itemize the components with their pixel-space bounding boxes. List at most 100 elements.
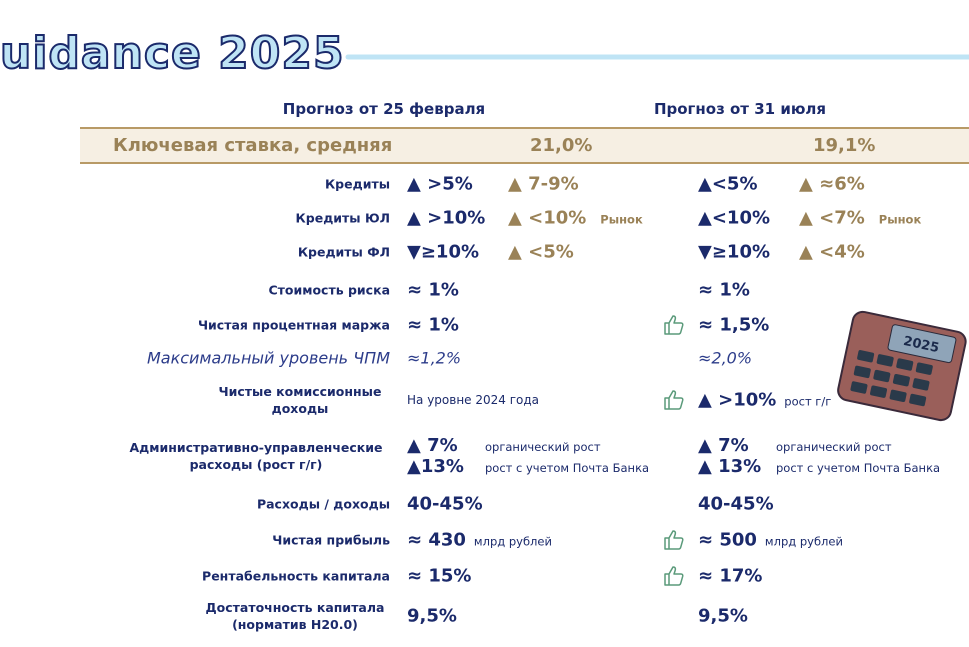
value: ≈1,2% <box>407 348 462 368</box>
value-item: ▲<10% <box>698 208 799 229</box>
value-item: ▼≥10% <box>698 242 799 263</box>
value-item: ≈ 1,5% <box>698 315 769 336</box>
value: ▼≥10% <box>407 241 480 263</box>
value: ▲ <10% <box>508 207 587 229</box>
value: ▲ <5% <box>508 241 574 263</box>
row-label: Кредиты ФЛ <box>297 244 390 260</box>
value-cell: ≈ 500 млрд рублей <box>698 530 843 551</box>
row-label: Кредиты <box>324 176 390 192</box>
value-cell: ≈ 17% <box>698 566 762 587</box>
value-cell: ≈ 430 млрд рублей <box>407 530 552 551</box>
value: ≈2,0% <box>698 348 753 368</box>
value-item: ≈1,2% <box>407 349 461 368</box>
title: uidance 2025 <box>0 27 345 80</box>
value-note: Рынок <box>878 212 922 227</box>
column-header: Прогноз от 31 июля <box>653 100 827 118</box>
value-cell: ▲ >10% рост г/г <box>698 390 831 411</box>
value: ▲13% <box>407 456 464 477</box>
value-cell: ≈ 1% <box>407 315 459 336</box>
value-cell: ≈ 1% <box>698 280 750 301</box>
row-label: Рентабельность капитала <box>202 568 390 584</box>
value-cell: ≈ 1% <box>407 280 459 301</box>
value-item: ▲<5% <box>698 174 799 195</box>
value: ▲ >5% <box>407 173 473 195</box>
value: ▲ 7% <box>698 435 749 456</box>
value-item: ▲ >10% рост г/г <box>698 390 831 411</box>
value: ≈ 1,5% <box>698 314 770 336</box>
value-item: 40-45% <box>698 494 774 515</box>
value-item: ≈ 1% <box>407 280 459 301</box>
value-item: ▲ <5% <box>508 242 609 263</box>
value: ≈ 430 <box>407 529 466 551</box>
value-note: рост с учетом Почта Банка <box>485 461 650 475</box>
thumb-up-icon <box>664 566 684 586</box>
value-cell: ▲ >10% ▲ <10% Рынок <box>407 208 643 229</box>
value-item: ≈ 1% <box>698 280 750 301</box>
row-label: Чистая процентная маржа <box>197 317 390 333</box>
value-cell: ▼≥10% ▲ <4% <box>698 242 900 263</box>
value: ▲<10% <box>698 207 771 229</box>
value: ≈ 1% <box>698 279 750 301</box>
value: ▲<5% <box>698 173 758 195</box>
row-label: Чистые комиссионные доходы <box>218 384 382 416</box>
thumb-up-icon <box>664 390 684 410</box>
value-item: ≈ 17% <box>698 566 762 587</box>
value-note: Рынок <box>600 212 643 227</box>
value-cell: 40-45% <box>407 494 483 515</box>
value-item: 9,5% <box>407 606 457 627</box>
key-rate-label: Ключевая ставка, средняя <box>113 135 393 156</box>
value-item: ≈ 500 млрд рублей <box>698 530 843 551</box>
value-cell: 40-45% <box>698 494 774 515</box>
value-cell: ≈ 15% <box>407 566 471 587</box>
row-label: Стоимость риска <box>268 282 390 298</box>
value-item: 9,5% <box>698 606 748 627</box>
value-item: ▲ >10% <box>407 208 508 229</box>
row-label: Кредиты ЮЛ <box>295 210 390 226</box>
row-label: Максимальный уровень ЧПМ <box>146 348 390 368</box>
value-cell: ≈ 1,5% <box>698 315 769 336</box>
value-cell: ≈1,2% <box>407 349 461 368</box>
value: ▲ <7% <box>799 207 865 229</box>
value: ▼≥10% <box>698 241 771 263</box>
value-note: млрд рублей <box>473 534 552 549</box>
value: ▲ ≈6% <box>799 173 865 195</box>
row-label: Чистая прибыль <box>272 532 390 548</box>
value-item: На уровне 2024 года <box>407 393 539 407</box>
column-header: Прогноз от 25 февраля <box>282 100 486 118</box>
row-label: Расходы / доходы <box>256 496 390 512</box>
value-cell: На уровне 2024 года <box>407 393 539 407</box>
value-cell: 9,5% <box>407 606 457 627</box>
value-note: рост с учетом Почта Банка <box>776 461 941 475</box>
value-item: ▲ <7% Рынок <box>799 208 921 229</box>
value-item: ≈ 1% <box>407 315 459 336</box>
value: 40-45% <box>407 493 483 515</box>
value: ≈ 500 <box>698 529 757 551</box>
value: 9,5% <box>698 605 748 627</box>
value: ▲ 13% <box>698 456 762 477</box>
value: ▲ <4% <box>799 241 865 263</box>
row-label: Достаточность капитала (норматив Н20.0) <box>205 600 385 632</box>
value: На уровне 2024 года <box>407 393 540 407</box>
value-item: ▲13% рост с учетом Почта Банка <box>407 456 649 477</box>
value: ▲ >10% <box>698 389 777 411</box>
value-cell: ▼≥10% ▲ <5% <box>407 242 609 263</box>
value-item: ▲ <10% Рынок <box>508 208 643 229</box>
value-cell: ▲<5% ▲ ≈6% <box>698 174 900 195</box>
value-item: ▼≥10% <box>407 242 508 263</box>
value-cell: 9,5% <box>698 606 748 627</box>
thumb-up-icon <box>664 315 684 335</box>
thumb-up-icon <box>664 530 684 550</box>
value: 40-45% <box>698 493 774 515</box>
value-note: органический рост <box>776 440 892 454</box>
value-item: ▲ 7-9% <box>508 174 609 195</box>
value-note: млрд рублей <box>764 534 843 549</box>
value-item: ▲ ≈6% <box>799 174 900 195</box>
value-note: органический рост <box>485 440 601 454</box>
key-rate-value: 21,0% <box>530 135 593 156</box>
row-label: Административно-управленческие расходы (… <box>129 440 383 472</box>
value: ≈ 17% <box>698 565 763 587</box>
key-rate-value: 19,1% <box>813 135 876 156</box>
key-rate-band <box>80 129 969 163</box>
